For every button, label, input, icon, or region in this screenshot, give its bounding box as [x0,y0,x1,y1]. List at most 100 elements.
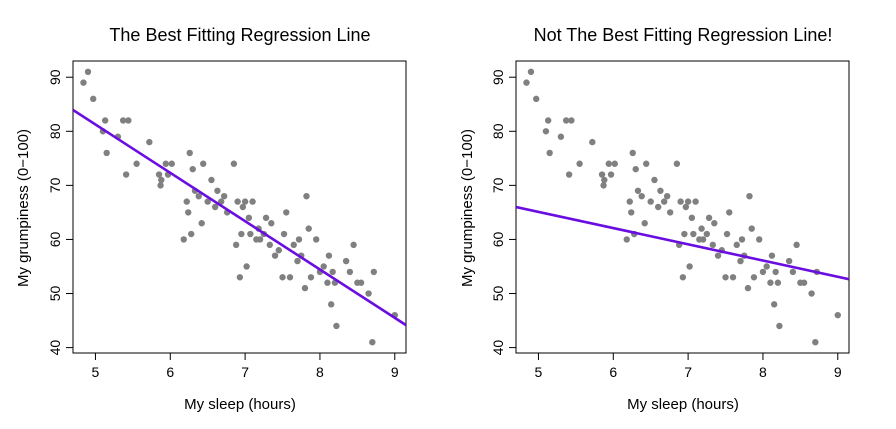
data-point [746,192,753,200]
data-point [220,192,228,200]
data-point [542,128,550,135]
data-point [729,274,737,281]
data-point [544,117,552,124]
y-tick-label: 60 [47,231,63,247]
data-point [711,220,718,227]
data-point [101,117,109,124]
data-point [698,225,705,232]
data-point [722,274,729,281]
data-point [280,230,288,238]
data-point [245,214,253,222]
data-point [611,160,618,167]
y-tick-label: 60 [490,231,506,247]
y-tick-label: 90 [490,69,506,85]
data-point [346,268,354,276]
data-point [279,274,286,281]
data-point [234,198,241,205]
data-point [230,160,238,167]
x-axis-label: My sleep (hours) [184,396,296,413]
data-point [294,257,301,265]
data-point [183,198,190,205]
data-point [600,182,607,189]
data-point [146,138,153,146]
data-point [666,209,674,216]
plot-area [516,68,849,346]
data-point [767,279,774,286]
data-point [122,171,130,178]
data-point [90,95,97,103]
data-point [643,160,650,167]
plot-frame [515,60,850,354]
data-point [305,225,312,232]
data-point [634,187,642,194]
data-point [324,279,331,286]
data-point [189,165,196,173]
data-point [576,160,583,167]
data-point [320,263,327,270]
data-point [681,230,688,238]
data-point [369,338,376,346]
data-point [726,209,733,216]
x-tick-label: 8 [316,364,324,380]
left-panel: The Best Fitting Regression Line My slee… [15,25,407,413]
data-point [103,149,110,157]
data-point [247,230,254,238]
data-point [763,263,770,270]
data-point [241,198,249,205]
data-point [628,209,635,216]
data-point [557,133,565,140]
x-tick-label: 6 [609,364,617,380]
data-point [714,252,722,259]
y-tick-label: 80 [47,123,63,139]
x-tick-label: 6 [166,364,174,380]
data-point [756,236,763,243]
data-point [598,171,606,178]
data-point [325,252,333,259]
data-point [679,274,687,281]
data-point [660,198,668,205]
data-point [774,279,782,286]
data-point [168,160,175,167]
data-point [266,241,274,249]
data-point [692,198,699,205]
x-tick-label: 9 [391,364,399,380]
data-point [748,225,755,232]
data-point [812,338,819,346]
data-point [133,160,140,167]
data-point [295,236,303,243]
data-point [607,171,615,178]
data-point [759,268,767,276]
data-point [703,230,711,238]
data-point [327,301,335,308]
data-point [527,68,535,76]
data-point [313,236,320,243]
data-point [236,274,244,281]
data-point [834,311,841,319]
data-point [357,279,365,286]
data-point [690,230,697,238]
y-tick-label: 50 [490,286,506,302]
data-point [565,171,573,178]
y-axis-label: My grumpiness (0−100) [15,129,32,287]
regression-line [516,205,849,281]
data-point [286,274,294,281]
regression-line [73,108,406,327]
data-point [283,209,290,216]
data-point [180,236,187,243]
data-point [262,214,270,222]
data-point [370,268,378,276]
x-tick-label: 5 [92,364,100,380]
data-point [214,187,221,194]
data-point [638,192,645,200]
data-point [808,290,815,297]
data-point [789,268,797,276]
data-point [125,117,132,124]
data-point [744,284,752,292]
data-point [738,236,746,243]
x-tick-label: 7 [684,364,692,380]
data-point [699,236,707,243]
data-point [632,165,639,173]
data-point [232,241,240,249]
data-point [589,138,596,146]
data-point [208,176,215,184]
